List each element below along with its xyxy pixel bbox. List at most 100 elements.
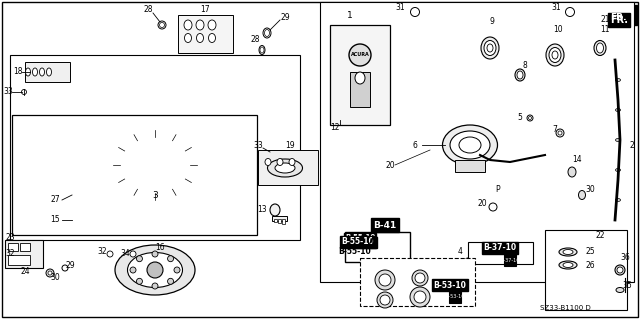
Text: 23: 23 xyxy=(5,233,15,241)
Ellipse shape xyxy=(196,33,204,42)
Circle shape xyxy=(174,267,180,273)
Ellipse shape xyxy=(214,176,220,183)
Ellipse shape xyxy=(596,43,604,53)
Ellipse shape xyxy=(515,69,525,81)
Bar xyxy=(12,115,257,235)
Ellipse shape xyxy=(159,23,164,27)
Text: 34: 34 xyxy=(120,249,130,257)
Ellipse shape xyxy=(566,8,575,17)
Text: FR.: FR. xyxy=(610,15,628,25)
Text: 2: 2 xyxy=(630,140,634,150)
Ellipse shape xyxy=(563,263,573,268)
Ellipse shape xyxy=(442,125,497,165)
Bar xyxy=(258,150,318,185)
Ellipse shape xyxy=(559,248,577,256)
Ellipse shape xyxy=(616,78,621,81)
Ellipse shape xyxy=(259,46,265,55)
Ellipse shape xyxy=(135,147,175,182)
Circle shape xyxy=(375,270,395,290)
Text: 10: 10 xyxy=(553,26,563,34)
Ellipse shape xyxy=(95,153,99,160)
Ellipse shape xyxy=(127,253,182,287)
Ellipse shape xyxy=(277,159,283,166)
Text: 30: 30 xyxy=(585,186,595,195)
Bar xyxy=(8,255,30,265)
Circle shape xyxy=(412,270,428,286)
Text: 14: 14 xyxy=(572,155,582,165)
Circle shape xyxy=(152,283,158,289)
Ellipse shape xyxy=(264,29,269,36)
Text: 12: 12 xyxy=(330,123,340,132)
Circle shape xyxy=(147,262,163,278)
Circle shape xyxy=(107,251,113,257)
Text: 16: 16 xyxy=(155,243,165,253)
Text: 8: 8 xyxy=(523,61,527,70)
Circle shape xyxy=(130,267,136,273)
Ellipse shape xyxy=(115,128,195,203)
Ellipse shape xyxy=(615,265,625,275)
Text: 31: 31 xyxy=(395,4,405,12)
Circle shape xyxy=(556,129,564,137)
Circle shape xyxy=(168,278,173,284)
Text: B-55-10: B-55-10 xyxy=(345,234,375,240)
Text: 33: 33 xyxy=(3,87,13,97)
Circle shape xyxy=(380,295,390,305)
Ellipse shape xyxy=(39,63,45,73)
Circle shape xyxy=(415,273,425,283)
Text: 6: 6 xyxy=(413,140,417,150)
Ellipse shape xyxy=(270,204,280,216)
Ellipse shape xyxy=(219,160,227,170)
Ellipse shape xyxy=(84,161,90,168)
Ellipse shape xyxy=(484,41,496,56)
Text: B-41: B-41 xyxy=(354,238,376,247)
Bar xyxy=(8,243,18,251)
Circle shape xyxy=(22,90,26,94)
Ellipse shape xyxy=(275,163,295,173)
Circle shape xyxy=(152,251,158,257)
Ellipse shape xyxy=(33,68,38,76)
Text: 1: 1 xyxy=(347,11,353,19)
Ellipse shape xyxy=(265,159,271,166)
Text: 4: 4 xyxy=(458,248,463,256)
Bar xyxy=(20,243,30,251)
Ellipse shape xyxy=(260,47,264,53)
Ellipse shape xyxy=(89,175,97,185)
Text: B-41: B-41 xyxy=(373,220,397,229)
Text: 35: 35 xyxy=(622,281,632,291)
Ellipse shape xyxy=(410,8,419,17)
Bar xyxy=(278,219,281,223)
Ellipse shape xyxy=(594,41,606,56)
Ellipse shape xyxy=(43,63,49,73)
Ellipse shape xyxy=(184,20,192,30)
Bar xyxy=(360,258,475,306)
Text: B-55-10: B-55-10 xyxy=(339,248,371,256)
Text: 17: 17 xyxy=(200,5,210,14)
Circle shape xyxy=(558,131,562,135)
Text: 29: 29 xyxy=(65,261,75,270)
Text: FR.: FR. xyxy=(610,12,627,21)
Ellipse shape xyxy=(559,261,577,269)
Ellipse shape xyxy=(209,33,216,42)
Ellipse shape xyxy=(26,68,31,76)
Text: 32: 32 xyxy=(97,248,107,256)
Text: 32: 32 xyxy=(5,249,15,257)
Circle shape xyxy=(379,274,391,286)
Ellipse shape xyxy=(184,33,191,42)
Ellipse shape xyxy=(349,44,371,66)
Circle shape xyxy=(136,256,143,262)
Text: B-53-10: B-53-10 xyxy=(445,294,465,300)
Polygon shape xyxy=(607,5,637,25)
Ellipse shape xyxy=(209,152,217,162)
Text: 15: 15 xyxy=(50,216,60,225)
Text: B-53-10: B-53-10 xyxy=(433,280,467,290)
Bar xyxy=(345,232,410,262)
Text: 26: 26 xyxy=(585,261,595,270)
Text: 24: 24 xyxy=(20,268,30,277)
Text: 28: 28 xyxy=(143,5,153,14)
Text: FR.: FR. xyxy=(610,15,628,25)
Text: B-55-10: B-55-10 xyxy=(342,238,374,247)
Text: B-37-10: B-37-10 xyxy=(483,243,516,253)
Ellipse shape xyxy=(93,152,101,162)
Ellipse shape xyxy=(196,20,204,30)
Ellipse shape xyxy=(90,176,95,183)
